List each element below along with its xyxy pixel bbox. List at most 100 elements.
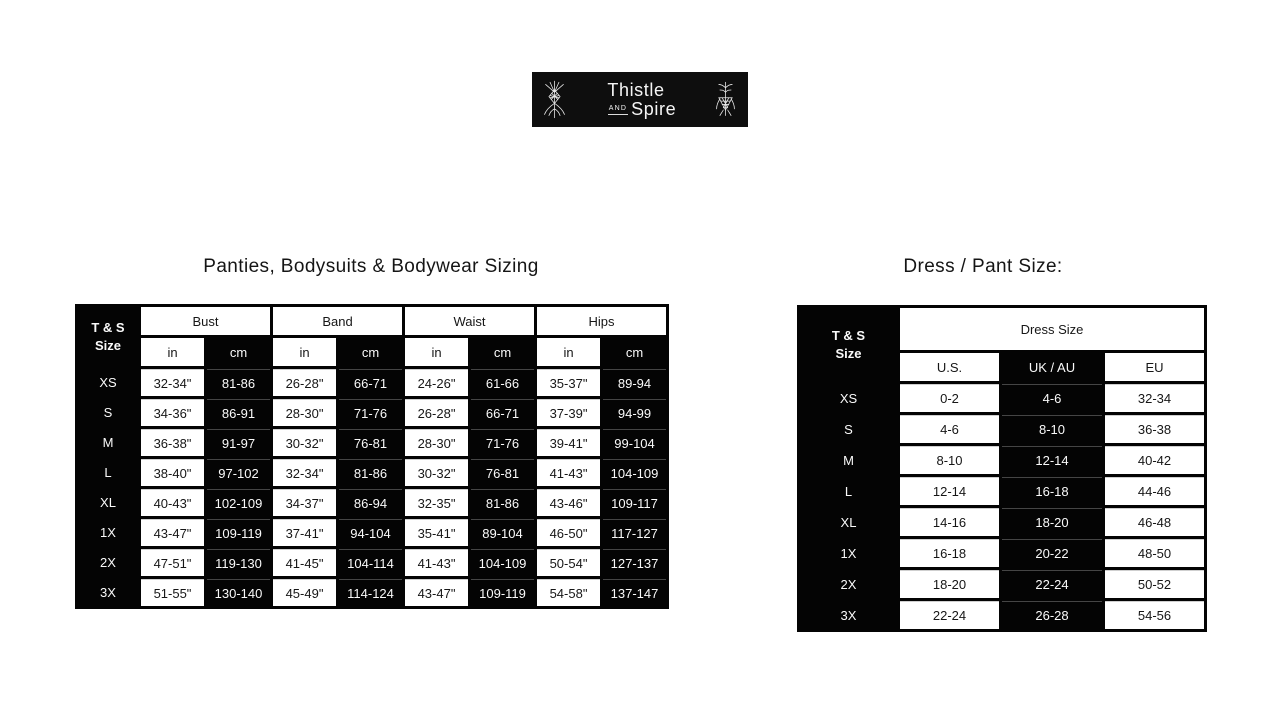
table-cell: 18-20: [1002, 508, 1102, 536]
dress-pant-size-title: Dress / Pant Size:: [903, 256, 1063, 277]
bodywear-size-table: T & S Size Bust Band Waist Hips in cm in…: [75, 304, 670, 609]
brand-wordmark: Thistle AND Spire: [607, 79, 677, 119]
row-size-label: XL: [78, 489, 138, 516]
table-cell: 36-38: [1105, 415, 1204, 443]
table-cell: 26-28": [405, 399, 469, 426]
table-cell: 12-14: [1002, 446, 1102, 474]
table-cell: 32-34": [141, 369, 204, 396]
brand-name-spire: Spire: [631, 98, 677, 119]
table-cell: 71-76: [339, 399, 403, 426]
table-cell: 76-81: [471, 459, 535, 486]
row-size-label: 3X: [800, 601, 897, 629]
unit-header-cm: cm: [339, 338, 403, 366]
group-header-band: Band: [273, 307, 403, 335]
table-cell: 127-137: [603, 549, 667, 576]
table-cell: 43-47": [141, 519, 204, 546]
size-row-xl: XL 14-16 18-20 46-48: [800, 508, 1204, 536]
table-cell: 48-50: [1105, 539, 1204, 567]
table-cell: 46-48: [1105, 508, 1204, 536]
size-row-xl: XL 40-43" 102-109 34-37" 86-94 32-35" 81-86 43-…: [78, 489, 667, 516]
row-size-label: S: [78, 399, 138, 426]
table-cell: 47-51": [141, 549, 204, 576]
table-cell: 28-30": [273, 399, 337, 426]
table-cell: 40-43": [141, 489, 204, 516]
table-cell: 41-45": [273, 549, 337, 576]
size-row-s: S 34-36" 86-91 28-30" 71-76 26-28" 66-71 37-39"…: [78, 399, 667, 426]
table-cell: 46-50": [537, 519, 601, 546]
unit-header-in: in: [273, 338, 337, 366]
row-size-label: 1X: [78, 519, 138, 546]
table-cell: 8-10: [1002, 415, 1102, 443]
row-size-label: XS: [800, 384, 897, 412]
group-header-waist: Waist: [405, 307, 535, 335]
row-size-label: M: [78, 429, 138, 456]
size-row-1x: 1X 43-47" 109-119 37-41" 94-104 35-41" 89-104 4…: [78, 519, 667, 546]
unit-header-row: in cm in cm in cm in cm: [78, 338, 667, 366]
row-size-label: 2X: [800, 570, 897, 598]
measurement-header-row: T & S Size Bust Band Waist Hips: [78, 307, 667, 366]
table-cell: 40-42: [1105, 446, 1204, 474]
table-cell: 12-14: [900, 477, 999, 505]
table-cell: 45-49": [273, 579, 337, 606]
table-cell: 4-6: [900, 415, 999, 443]
table-cell: 61-66: [471, 369, 535, 396]
table-cell: 14-16: [900, 508, 999, 536]
table-cell: 30-32": [405, 459, 469, 486]
table-cell: 37-39": [537, 399, 601, 426]
table-cell: 81-86: [339, 459, 403, 486]
table-cell: 43-46": [537, 489, 601, 516]
row-size-label: XS: [78, 369, 138, 396]
table-cell: 117-127: [603, 519, 667, 546]
table-cell: 130-140: [207, 579, 271, 606]
table-cell: 22-24: [1002, 570, 1102, 598]
table-cell: 119-130: [207, 549, 271, 576]
region-header-us: U.S.: [900, 353, 999, 381]
table-cell: 114-124: [339, 579, 403, 606]
table-cell: 89-104: [471, 519, 535, 546]
unit-header-cm: cm: [471, 338, 535, 366]
group-header-bust: Bust: [141, 307, 271, 335]
size-row-xs: XS 32-34" 81-86 26-28" 66-71 24-26" 61-66 35-37…: [78, 369, 667, 396]
table-cell: 30-32": [273, 429, 337, 456]
size-header-line1: T & S: [91, 319, 125, 335]
table-cell: 104-109: [471, 549, 535, 576]
size-row-1x: 1X 16-18 20-22 48-50: [800, 539, 1204, 567]
row-size-label: L: [800, 477, 897, 505]
table-cell: 18-20: [900, 570, 999, 598]
table-cell: 4-6: [1002, 384, 1102, 412]
dress-size-header-row: T & S Size Dress Size: [800, 308, 1204, 381]
size-column-header: T & S Size: [78, 307, 138, 366]
group-header-hips: Hips: [537, 307, 667, 335]
bodywear-size-table-wrap: T & S Size Bust Band Waist Hips in cm in…: [75, 304, 670, 609]
table-cell: 32-34": [273, 459, 337, 486]
size-row-m: M 8-10 12-14 40-42: [800, 446, 1204, 474]
unit-header-in: in: [537, 338, 601, 366]
table-cell: 94-104: [339, 519, 403, 546]
unit-header-in: in: [405, 338, 469, 366]
table-cell: 28-30": [405, 429, 469, 456]
size-row-xs: XS 0-2 4-6 32-34: [800, 384, 1204, 412]
table-cell: 34-36": [141, 399, 204, 426]
dress-size-table-wrap: T & S Size Dress Size U.S. UK / AU EU XS…: [797, 305, 1207, 632]
brand-name-line1: Thistle: [607, 79, 665, 100]
table-cell: 86-91: [207, 399, 271, 426]
table-cell: 37-41": [273, 519, 337, 546]
table-cell: 22-24: [900, 601, 999, 629]
table-cell: 102-109: [207, 489, 271, 516]
row-size-label: M: [800, 446, 897, 474]
row-size-label: L: [78, 459, 138, 486]
table-cell: 35-41": [405, 519, 469, 546]
table-cell: 34-37": [273, 489, 337, 516]
table-cell: 26-28: [1002, 601, 1102, 629]
table-cell: 50-54": [537, 549, 601, 576]
size-row-2x: 2X 47-51" 119-130 41-45" 104-114 41-43" 104-10…: [78, 549, 667, 576]
table-cell: 44-46: [1105, 477, 1204, 505]
table-cell: 71-76: [471, 429, 535, 456]
table-cell: 89-94: [603, 369, 667, 396]
size-row-l: L 12-14 16-18 44-46: [800, 477, 1204, 505]
table-cell: 97-102: [207, 459, 271, 486]
table-cell: 104-114: [339, 549, 403, 576]
region-header-row: U.S. UK / AU EU: [800, 353, 1204, 381]
size-header-line2: Size: [94, 337, 121, 353]
table-cell: 81-86: [471, 489, 535, 516]
